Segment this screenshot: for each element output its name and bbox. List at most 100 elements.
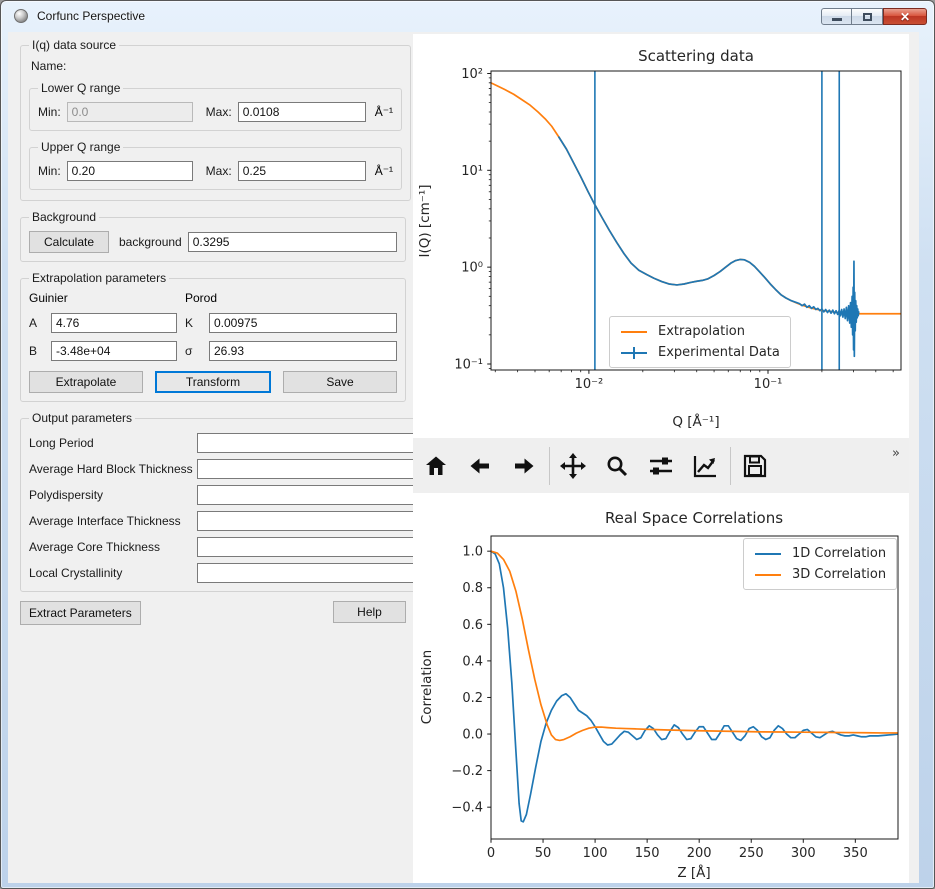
floppy-disk-icon xyxy=(743,454,766,478)
extract-parameters-button[interactable]: Extract Parameters xyxy=(20,601,141,625)
svg-text:0.4: 0.4 xyxy=(462,654,483,669)
toolbar-separator xyxy=(730,446,731,485)
edit-axes-button[interactable] xyxy=(690,451,720,481)
svg-text:250: 250 xyxy=(739,846,764,861)
svg-text:0.2: 0.2 xyxy=(462,691,483,706)
zoom-button[interactable] xyxy=(602,451,632,481)
configure-subplots-button[interactable] xyxy=(646,451,676,481)
svg-text:10⁰: 10⁰ xyxy=(461,261,483,276)
calculate-button[interactable]: Calculate xyxy=(29,231,109,253)
guinier-b-input[interactable] xyxy=(51,341,177,361)
legend-item-3d: 3D Correlation xyxy=(754,567,886,582)
maximize-button[interactable] xyxy=(852,8,883,25)
porod-k-input[interactable] xyxy=(209,313,397,333)
correlation-plot-title: Real Space Correlations xyxy=(605,509,783,527)
avg-core-label: Average Core Thickness xyxy=(29,540,160,554)
3d-correlation-line-sample xyxy=(755,573,781,576)
avg-core-input[interactable] xyxy=(196,537,417,557)
lower-q-range-group: Lower Q range Min: Max: Å⁻¹ xyxy=(29,81,403,131)
back-button[interactable] xyxy=(465,451,495,481)
scattering-legend: Extrapolation Experimental Data xyxy=(609,316,791,368)
axes-chart-icon xyxy=(693,455,716,477)
porod-sigma-input[interactable] xyxy=(209,341,397,361)
local-crystallinity-label: Local Crystallinity xyxy=(29,566,123,580)
help-button[interactable]: Help xyxy=(333,601,406,623)
1d-correlation-line-sample xyxy=(755,552,781,555)
titlebar[interactable]: Corfunc Perspective xyxy=(1,1,934,31)
svg-text:10²: 10² xyxy=(461,67,483,82)
home-icon xyxy=(426,456,446,475)
scattering-plot-canvas[interactable]: 10⁻² 10⁻¹ 10⁻¹ 10⁰ 10¹ 10² Scattering data Q … xyxy=(413,39,909,436)
svg-text:0: 0 xyxy=(487,846,495,861)
svg-text:200: 200 xyxy=(687,846,712,861)
guinier-a-label: A xyxy=(29,316,38,330)
porod-k-label: K xyxy=(185,316,194,330)
maximize-icon xyxy=(862,12,872,21)
guinier-label: Guinier xyxy=(29,291,68,305)
correlation-legend: 1D Correlation 3D Correlation xyxy=(743,538,898,590)
long-period-label: Long Period xyxy=(29,436,94,450)
svg-text:10⁻¹: 10⁻¹ xyxy=(454,357,483,372)
legend-item-1d: 1D Correlation xyxy=(754,546,886,561)
extrapolate-button[interactable]: Extrapolate xyxy=(29,371,143,393)
transform-button[interactable]: Transform xyxy=(155,371,271,393)
svg-text:10⁻²: 10⁻² xyxy=(575,377,604,392)
output-parameters-group: Output parameters Long Period Average Ha… xyxy=(20,411,426,592)
svg-text:0.6: 0.6 xyxy=(462,618,483,633)
extrapolation-line-sample xyxy=(621,330,647,333)
guinier-b-label: B xyxy=(29,344,38,358)
upper-q-max-input[interactable] xyxy=(237,161,366,181)
guinier-a-input[interactable] xyxy=(51,313,177,333)
plot-toolbar: » xyxy=(413,438,909,493)
svg-text:0.8: 0.8 xyxy=(462,581,483,596)
svg-text:300: 300 xyxy=(791,846,816,861)
upper-q-min-input[interactable] xyxy=(66,161,193,181)
pan-button[interactable] xyxy=(558,451,588,481)
lower-q-unit: Å⁻¹ xyxy=(374,105,394,119)
scattering-plot-title: Scattering data xyxy=(638,47,754,65)
svg-text:10¹: 10¹ xyxy=(461,164,483,179)
upper-q-max-label: Max: xyxy=(205,164,232,178)
avg-hard-block-input[interactable] xyxy=(196,459,417,479)
close-icon: ✕ xyxy=(899,9,911,24)
svg-text:1.0: 1.0 xyxy=(462,545,483,560)
lower-q-max-input[interactable] xyxy=(237,102,366,122)
name-label: Name: xyxy=(31,59,67,73)
save-button[interactable]: Save xyxy=(283,371,397,393)
correlation-yaxis-label: Correlation xyxy=(419,650,435,724)
toolbar-separator xyxy=(549,446,550,485)
upper-q-range-group: Upper Q range Min: Max: Å⁻¹ xyxy=(29,140,403,190)
extrapolation-parameters-group: Extrapolation parameters Guinier Porod A… xyxy=(20,271,406,402)
lower-q-min-input[interactable] xyxy=(66,102,193,122)
svg-text:150: 150 xyxy=(635,846,660,861)
local-crystallinity-input[interactable] xyxy=(196,563,417,583)
polydispersity-label: Polydispersity xyxy=(29,488,104,502)
save-figure-button[interactable] xyxy=(739,451,769,481)
close-button[interactable]: ✕ xyxy=(883,8,927,25)
toolbar-overflow-chevron[interactable]: » xyxy=(892,446,900,461)
window-title: Corfunc Perspective xyxy=(37,9,146,23)
legend-item-extrapolation: Extrapolation xyxy=(620,324,780,339)
minimize-button[interactable] xyxy=(821,8,852,25)
plot-panel: 10⁻² 10⁻¹ 10⁻¹ 10⁰ 10¹ 10² Scattering data Q … xyxy=(413,34,909,883)
legend-item-experimental: Experimental Data xyxy=(620,345,780,360)
corfunc-parameter-panel: I(q) data source Name: Lower Q range Min… xyxy=(20,38,426,625)
avg-interface-input[interactable] xyxy=(196,511,417,531)
home-button[interactable] xyxy=(421,451,451,481)
scattering-yaxis-label: I(Q) [cm⁻¹] xyxy=(417,184,433,257)
background-group: Background Calculate background xyxy=(20,210,406,262)
forward-button[interactable] xyxy=(509,451,539,481)
svg-text:−0.4: −0.4 xyxy=(451,801,483,816)
upper-q-min-label: Min: xyxy=(38,164,61,178)
svg-text:350: 350 xyxy=(843,846,868,861)
pan-icon xyxy=(560,452,586,479)
scattering-xaxis-label: Q [Å⁻¹] xyxy=(672,413,719,430)
polydispersity-input[interactable] xyxy=(196,485,417,505)
svg-text:100: 100 xyxy=(583,846,608,861)
background-input[interactable] xyxy=(187,232,397,252)
long-period-input[interactable] xyxy=(196,433,417,453)
svg-text:10⁻¹: 10⁻¹ xyxy=(754,377,783,392)
iq-data-source-title: I(q) data source xyxy=(32,38,117,52)
porod-label: Porod xyxy=(185,291,218,305)
app-icon xyxy=(14,9,28,23)
